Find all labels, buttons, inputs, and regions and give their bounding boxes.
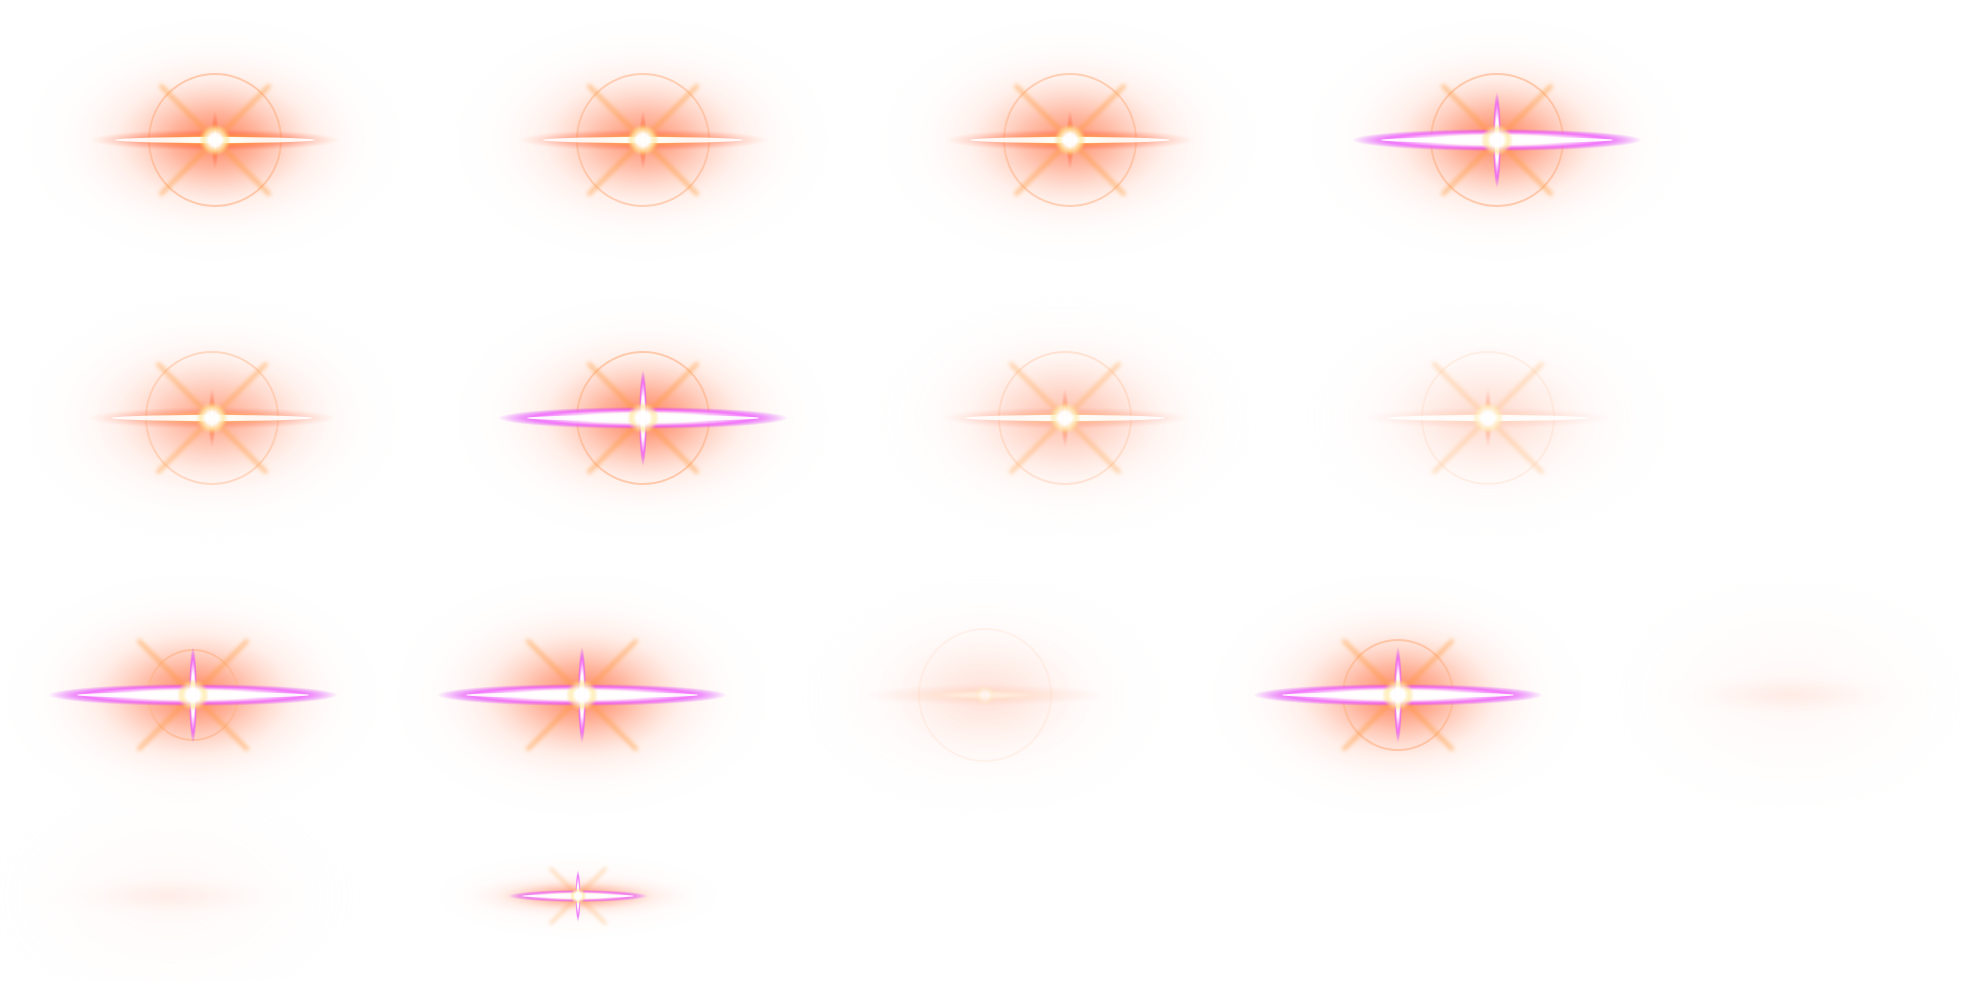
- flare-r2-c2: [443, 288, 843, 548]
- flare-core: [570, 888, 586, 904]
- flare-core: [627, 402, 659, 434]
- flare-core: [196, 402, 228, 434]
- wide-glow: [0, 766, 370, 981]
- flare-core: [1481, 124, 1513, 156]
- flare-core: [177, 679, 209, 711]
- flare-core: [1472, 402, 1504, 434]
- flare-r1-c1: [15, 10, 415, 270]
- flare-core: [199, 124, 231, 156]
- flare-core: [1049, 402, 1081, 434]
- flare-core: [1382, 679, 1414, 711]
- flare-r1-c3: [870, 10, 1270, 270]
- flare-r3-c3: [785, 565, 1185, 825]
- flare-core: [1054, 124, 1086, 156]
- flare-r2-c4: [1288, 288, 1688, 548]
- flare-r2-c1: [12, 288, 412, 548]
- flare-r3-c5: [1590, 565, 1964, 825]
- flare-r2-c3: [865, 288, 1265, 548]
- flare-r3-c4: [1198, 565, 1598, 825]
- faint-streak-glow: [1640, 673, 1940, 717]
- flare-r4-c2: [428, 851, 728, 941]
- flare-r1-c4: [1297, 10, 1697, 270]
- flare-core: [975, 685, 995, 705]
- flare-r3-c1: [0, 565, 393, 825]
- flare-r3-c2: [382, 565, 782, 825]
- flare-r4-c1: [0, 766, 370, 981]
- flares-layer: [0, 10, 1964, 981]
- flare-r1-c2: [443, 10, 843, 270]
- flare-core: [566, 679, 598, 711]
- faint-streak-glow: [20, 874, 320, 918]
- flare-core: [627, 124, 659, 156]
